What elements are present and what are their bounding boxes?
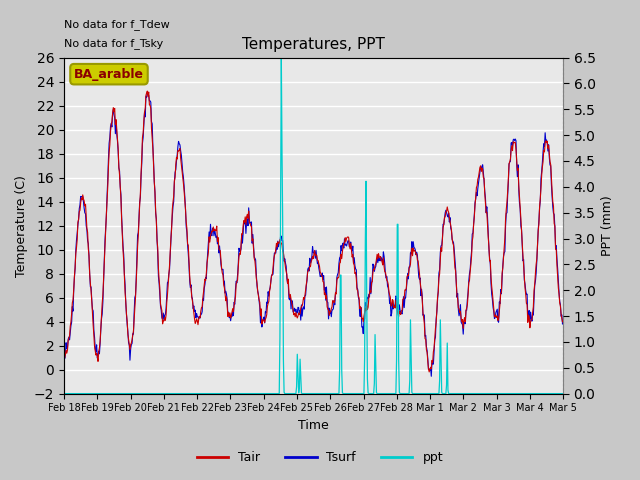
Y-axis label: PPT (mm): PPT (mm) [601,195,614,256]
Title: Temperatures, PPT: Temperatures, PPT [242,37,385,52]
Y-axis label: Temperature (C): Temperature (C) [15,175,28,276]
X-axis label: Time: Time [298,419,329,432]
Text: BA_arable: BA_arable [74,68,144,81]
Text: No data for f_Tsky: No data for f_Tsky [64,38,163,49]
Legend: Tair, Tsurf, ppt: Tair, Tsurf, ppt [192,446,448,469]
Text: No data for f_Tdew: No data for f_Tdew [64,19,170,30]
